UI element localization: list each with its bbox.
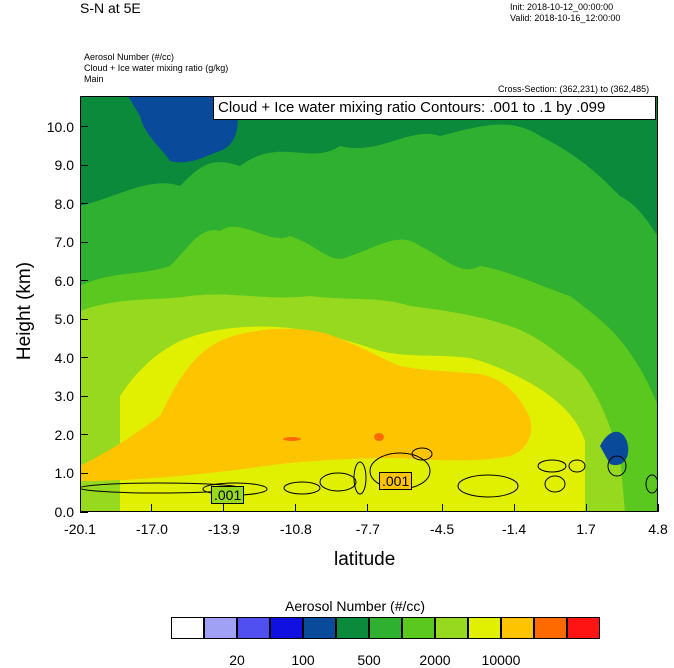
y-tick-mark <box>80 357 88 359</box>
y-tick-label: 1.0 <box>54 465 74 482</box>
x-tick-label: -1.4 <box>502 521 527 537</box>
fill-dark-blue-top <box>128 96 238 163</box>
x-tick-label: 1.7 <box>576 521 596 537</box>
colorbar-swatch <box>567 617 600 639</box>
plot-title: S-N at 5E <box>80 0 141 16</box>
x-tick-mark <box>223 504 225 512</box>
plot-area <box>80 96 658 512</box>
y-tick-mark <box>80 434 88 436</box>
y-tick-label: 6.0 <box>54 272 74 289</box>
init-time: Init: 2018-10-12_00:00:00 <box>510 2 614 12</box>
y-tick-label: 9.0 <box>54 157 74 174</box>
y-tick-mark <box>80 511 88 513</box>
heatmap-svg <box>80 96 658 512</box>
y-tick-label: 2.0 <box>54 426 74 443</box>
fill-red-spot-1 <box>283 437 301 441</box>
colorbar-swatch <box>237 617 270 639</box>
field-label-cloud-ice: Cloud + Ice water mixing ratio (g/kg) <box>84 63 229 73</box>
x-tick-label: -10.8 <box>279 521 312 537</box>
x-tick-mark <box>513 504 515 512</box>
x-tick-label: -7.7 <box>355 521 380 537</box>
x-tick-label: -20.1 <box>64 521 96 537</box>
y-axis-label: Height (km) <box>14 261 36 361</box>
x-tick-label: -4.5 <box>430 521 455 537</box>
y-tick-label: 8.0 <box>54 195 74 212</box>
colorbar-swatch <box>534 617 567 639</box>
y-tick-label: 10.0 <box>46 118 74 135</box>
x-tick-mark <box>79 504 81 512</box>
y-tick-label: 5.0 <box>54 311 74 328</box>
colorbar-swatch <box>171 617 204 639</box>
colorbar-swatch <box>468 617 501 639</box>
x-tick-mark <box>441 504 443 512</box>
colorbar-swatch <box>435 617 468 639</box>
colorbar-swatch <box>270 617 303 639</box>
x-tick-label: -13.9 <box>207 521 240 537</box>
y-tick-mark <box>80 241 88 243</box>
y-tick-label: 4.0 <box>54 349 74 366</box>
y-tick-mark <box>80 318 88 320</box>
colorbar-swatch <box>204 617 237 639</box>
y-tick-mark <box>80 164 88 166</box>
colorbar-swatch <box>336 617 369 639</box>
contour-info-box: Cloud + Ice water mixing ratio Contours:… <box>213 96 656 120</box>
y-tick-label: 0.0 <box>54 504 74 520</box>
field-label-main: Main <box>84 74 104 84</box>
x-tick-label: 4.8 <box>648 521 668 537</box>
y-tick-label: 3.0 <box>54 388 74 405</box>
y-tick-mark <box>80 280 88 282</box>
x-tick-label: -17.0 <box>135 521 168 537</box>
colorbar-title: Aerosol Number (#/cc) <box>285 598 426 614</box>
x-tick-mark <box>295 504 297 512</box>
colorbar-label: 100 <box>291 652 315 668</box>
fill-red-spot-2 <box>374 433 384 441</box>
colorbar-label: 2000 <box>419 652 451 668</box>
fill-orange <box>80 328 532 481</box>
x-tick-mark <box>367 504 369 512</box>
colorbar-label: 20 <box>229 652 245 668</box>
field-label-aerosol: Aerosol Number (#/cc) <box>84 52 175 62</box>
contour-label-2: .001 <box>379 472 413 490</box>
y-tick-mark <box>80 472 88 474</box>
y-tick-mark <box>80 126 88 128</box>
contour-label-1: .001 <box>211 486 245 504</box>
colorbar-label: 500 <box>357 652 381 668</box>
cross-section-label: Cross-Section: (362,231) to (362,485) <box>498 84 650 94</box>
colorbar-swatch <box>303 617 336 639</box>
colorbar-label: 10000 <box>481 652 521 668</box>
y-tick-mark <box>80 203 88 205</box>
valid-time: Valid: 2018-10-16_12:00:00 <box>510 13 621 23</box>
colorbar-swatch <box>369 617 402 639</box>
y-tick-label: 7.0 <box>54 234 74 251</box>
colorbar-swatch <box>501 617 534 639</box>
colorbar-swatch <box>402 617 435 639</box>
x-tick-mark <box>585 504 587 512</box>
x-tick-mark <box>657 504 659 512</box>
y-tick-mark <box>80 395 88 397</box>
x-axis-label: latitude <box>334 549 396 570</box>
x-tick-mark <box>151 504 153 512</box>
